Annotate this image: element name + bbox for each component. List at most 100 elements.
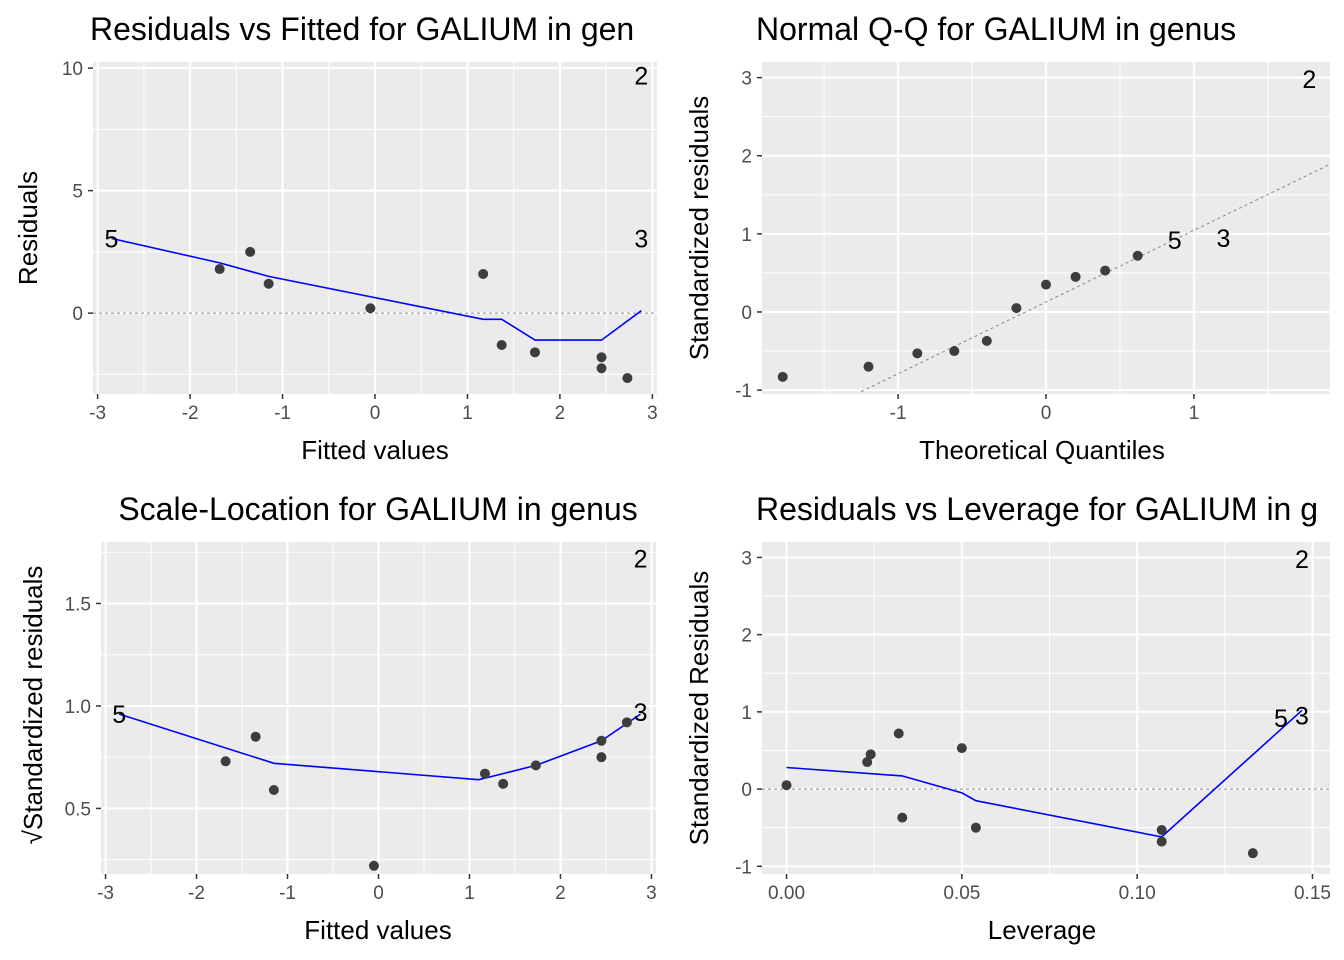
residuals-vs-fitted-plot: 5 2 3 -3 -2 -1 0 1 2 3 0 5 10 Residuals vs Fitted f… bbox=[13, 11, 658, 465]
grid-lines bbox=[762, 542, 1330, 874]
data-point bbox=[1247, 848, 1258, 859]
x-tick-label: 0.05 bbox=[943, 883, 980, 904]
data-point bbox=[863, 361, 874, 372]
x-tick-label: 1 bbox=[1189, 403, 1200, 424]
plot-title: Normal Q-Q for GALIUM in genus bbox=[756, 11, 1236, 47]
grid-lines bbox=[93, 62, 657, 394]
x-tick-label: -2 bbox=[188, 883, 205, 904]
y-tick-label: 2 bbox=[741, 626, 752, 647]
reference-dashed-line bbox=[860, 163, 1331, 393]
y-tick-label: -1 bbox=[735, 857, 752, 878]
data-point bbox=[981, 335, 992, 346]
x-tick-label: 3 bbox=[647, 403, 658, 424]
grid-lines bbox=[762, 62, 1330, 394]
y-axis-label: Standardized residuals bbox=[684, 96, 714, 361]
normal-qq-plot: 5 3 2 -1 0 1 -1 0 1 2 3 Normal Q-Q for GALIUM in … bbox=[684, 11, 1331, 465]
y-tick-label: 3 bbox=[741, 69, 752, 90]
y-tick-label: 0.5 bbox=[65, 799, 91, 820]
data-point bbox=[777, 371, 788, 382]
y-tick-label: 1 bbox=[741, 703, 752, 724]
point-label: 2 bbox=[1295, 546, 1309, 574]
data-point bbox=[970, 822, 981, 833]
point-label: 3 bbox=[1295, 703, 1309, 731]
data-point bbox=[949, 346, 960, 357]
y-tick-label: 1.5 bbox=[65, 594, 91, 615]
point-label: 2 bbox=[634, 62, 648, 90]
y-tick-label: -1 bbox=[735, 381, 752, 402]
y-tick-label: 5 bbox=[72, 182, 83, 203]
grid-lines bbox=[101, 542, 656, 874]
point-labels: 5 2 3 bbox=[105, 62, 649, 253]
data-point bbox=[1132, 250, 1143, 261]
x-axis-label: Theoretical Quantiles bbox=[919, 435, 1165, 465]
y-tick-label: 1.0 bbox=[65, 697, 91, 718]
x-tick-label: 0 bbox=[373, 883, 384, 904]
data-point bbox=[865, 749, 876, 760]
data-point bbox=[263, 278, 274, 289]
point-label: 5 bbox=[1168, 227, 1182, 255]
point-label: 2 bbox=[1302, 66, 1316, 94]
y-axis-label: Residuals bbox=[13, 171, 43, 285]
x-tick-label: 0 bbox=[1041, 403, 1052, 424]
data-point bbox=[1041, 279, 1051, 290]
y-tick-label: 0 bbox=[741, 303, 752, 324]
data-point bbox=[893, 728, 904, 739]
data-point bbox=[365, 303, 376, 314]
data-point bbox=[220, 756, 231, 767]
data-point bbox=[622, 373, 633, 384]
data-point bbox=[530, 760, 541, 771]
point-labels: 5 3 2 bbox=[1274, 546, 1309, 733]
data-point bbox=[250, 731, 261, 742]
reference-line bbox=[860, 163, 1331, 393]
x-tick-label: 0.10 bbox=[1119, 883, 1156, 904]
smooth-line bbox=[786, 709, 1303, 838]
data-point bbox=[621, 717, 632, 728]
data-point bbox=[912, 348, 923, 359]
data-point bbox=[1156, 824, 1167, 835]
x-tick-label: 2 bbox=[555, 403, 566, 424]
data-point bbox=[268, 784, 279, 795]
axis-ticks: 0.00 0.05 0.10 0.15 -1 0 1 2 3 bbox=[735, 548, 1331, 904]
point-label: 5 bbox=[1274, 705, 1288, 733]
x-axis-label: Leverage bbox=[988, 915, 1096, 945]
x-tick-label: 2 bbox=[555, 883, 566, 904]
point-label: 3 bbox=[634, 699, 648, 727]
plot-title: Scale-Location for GALIUM in genus bbox=[118, 491, 637, 527]
x-tick-label: 0.00 bbox=[768, 883, 805, 904]
data-point bbox=[956, 743, 967, 754]
axis-ticks: -3 -2 -1 0 1 2 3 0 5 10 bbox=[62, 59, 658, 424]
x-tick-label: -2 bbox=[182, 403, 199, 424]
x-tick-label: 1 bbox=[462, 403, 473, 424]
x-tick-label: -3 bbox=[97, 883, 114, 904]
point-labels: 5 3 2 bbox=[1168, 66, 1317, 255]
plot-title: Residuals vs Leverage for GALIUM in g bbox=[756, 491, 1318, 527]
x-tick-label: 0 bbox=[370, 403, 381, 424]
y-tick-label: 1 bbox=[741, 225, 752, 246]
data-point bbox=[897, 812, 908, 823]
data-points bbox=[220, 717, 632, 871]
smooth-trend-line bbox=[786, 709, 1303, 838]
point-labels: 5 2 3 bbox=[112, 545, 647, 729]
data-point bbox=[596, 752, 607, 763]
y-tick-label: 3 bbox=[741, 548, 752, 569]
x-tick-label: -1 bbox=[274, 403, 291, 424]
x-tick-label: 3 bbox=[646, 883, 657, 904]
data-points bbox=[214, 246, 633, 384]
x-axis-label: Fitted values bbox=[304, 915, 451, 945]
plot-title: Residuals vs Fitted for GALIUM in gen bbox=[90, 11, 634, 47]
data-point bbox=[529, 347, 540, 358]
y-axis-label: √Standardized residuals bbox=[18, 566, 48, 845]
x-tick-label: 0.15 bbox=[1294, 883, 1331, 904]
smooth-line bbox=[111, 237, 642, 341]
point-label: 3 bbox=[1217, 225, 1231, 253]
x-tick-label: -1 bbox=[890, 403, 907, 424]
x-axis-label: Fitted values bbox=[301, 435, 448, 465]
scale-location-plot: 5 2 3 -3 -2 -1 0 1 2 3 0.5 1.0 1.5 Scale-Location f… bbox=[18, 491, 657, 945]
data-point bbox=[479, 768, 490, 779]
data-point bbox=[596, 363, 607, 374]
smooth-trend-line bbox=[111, 237, 642, 341]
data-points bbox=[781, 728, 1258, 859]
y-axis-label: Standardized Residuals bbox=[684, 571, 714, 846]
data-point bbox=[781, 780, 792, 791]
